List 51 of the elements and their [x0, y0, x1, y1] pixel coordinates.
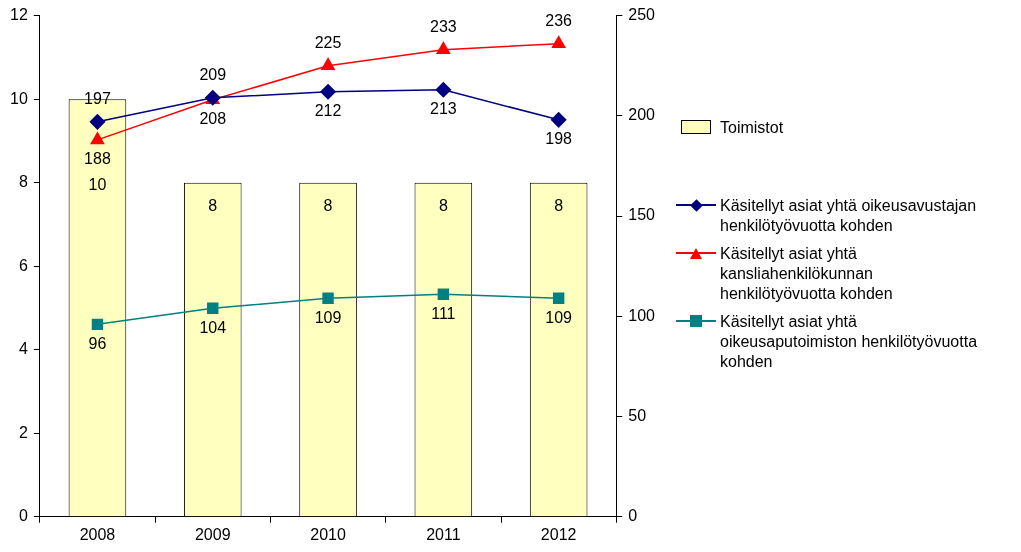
data-label: 111	[431, 304, 456, 322]
data-label: 104	[199, 318, 227, 336]
x-tick-label: 2009	[194, 525, 231, 543]
y-tick-label: 10	[10, 89, 28, 107]
point	[89, 114, 106, 130]
data-label: 233	[430, 18, 457, 36]
point	[550, 112, 567, 128]
point	[207, 302, 219, 314]
y-tick-label: 0	[18, 507, 28, 525]
y2-tick-label: 150	[628, 206, 656, 224]
data-label: 213	[430, 100, 457, 118]
data-label: 208	[199, 110, 227, 128]
data-label: 8	[554, 197, 564, 215]
legend-label: Käsitellyt asiat yhtä oikeusavustajan henkilötyövuotta kohden	[720, 196, 978, 236]
x-tick-label: 2008	[79, 525, 116, 543]
data-label: 209	[199, 66, 227, 84]
data-label: 96	[88, 334, 107, 352]
x-tick-label: 2010	[310, 525, 346, 543]
data-label: 8	[208, 197, 218, 215]
y2-tick-label: 0	[628, 507, 638, 525]
legend-label: Käsitellyt asiat yhtä oikeusaputoimiston henkilötyövuotta kohden	[720, 312, 979, 372]
data-label: 198	[545, 130, 573, 148]
y-tick-label: 6	[18, 256, 28, 274]
data-label: 236	[545, 12, 573, 30]
point	[322, 292, 334, 304]
data-label: 8	[323, 197, 333, 215]
data-label: 8	[438, 197, 448, 215]
y2-tick-label: 250	[628, 6, 656, 24]
data-label: 10	[88, 176, 107, 194]
point	[320, 84, 336, 100]
data-label: 109	[314, 308, 342, 326]
data-label: 109	[545, 308, 573, 326]
y2-tick-label: 100	[628, 306, 656, 324]
y2-tick-label: 200	[628, 106, 656, 124]
data-label: 188	[84, 150, 111, 168]
x-tick-label: 2012	[540, 525, 577, 543]
legend-label: Toimistot	[720, 118, 785, 138]
x-tick-label: 2011	[426, 525, 461, 543]
data-label: 225	[314, 34, 342, 52]
point	[437, 288, 450, 300]
y-tick-label: 4	[18, 340, 28, 358]
y2-tick-label: 50	[628, 406, 647, 424]
point	[90, 132, 105, 145]
point	[435, 82, 452, 98]
y-tick-label: 8	[18, 173, 28, 191]
point	[91, 318, 104, 331]
y-tick-label: 12	[10, 6, 28, 24]
legend-label: Käsitellyt asiat yhtä kansliahenkilökunnan henkilötyövuotta kohden	[720, 244, 894, 304]
point	[552, 292, 565, 304]
y-tick-label: 2	[18, 423, 28, 441]
data-label: 212	[314, 102, 342, 120]
